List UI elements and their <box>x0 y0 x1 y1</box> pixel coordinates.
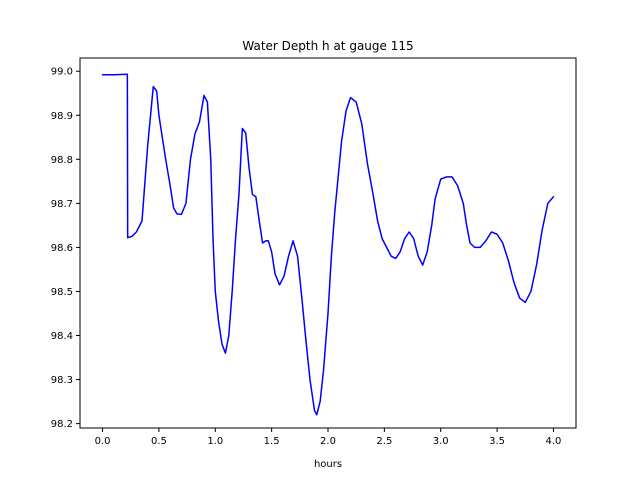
x-tick-label: 3.0 <box>433 436 449 447</box>
y-tick-label: 98.4 <box>51 331 73 342</box>
x-tick-label: 1.5 <box>264 436 280 447</box>
y-tick-label: 98.3 <box>51 375 73 386</box>
x-axis: 0.0 0.5 1.0 1.5 2.0 2.5 3.0 3.5 4.0 <box>95 428 562 447</box>
y-tick-label: 98.9 <box>51 111 73 122</box>
y-tick-label: 98.8 <box>51 155 73 166</box>
y-tick-label: 98.6 <box>51 243 73 254</box>
y-tick-label: 98.5 <box>51 287 73 298</box>
x-tick-label: 2.5 <box>376 436 392 447</box>
x-tick-label: 1.0 <box>207 436 223 447</box>
x-tick-label: 2.0 <box>320 436 336 447</box>
y-axis: 98.2 98.3 98.4 98.5 98.6 98.7 98.8 98.9 99.0 <box>51 67 80 430</box>
chart-title: Water Depth h at gauge 115 <box>242 39 413 53</box>
x-tick-label: 0.5 <box>151 436 167 447</box>
y-tick-label: 99.0 <box>51 67 73 78</box>
y-tick-label: 98.2 <box>51 419 73 430</box>
series-line <box>101 73 555 416</box>
y-tick-label: 98.7 <box>51 199 73 210</box>
x-tick-label: 0.0 <box>95 436 111 447</box>
plot-area <box>80 58 576 428</box>
x-axis-label: hours <box>314 459 342 470</box>
x-tick-label: 4.0 <box>546 436 562 447</box>
series-layer <box>101 73 555 416</box>
x-tick-label: 3.5 <box>489 436 505 447</box>
